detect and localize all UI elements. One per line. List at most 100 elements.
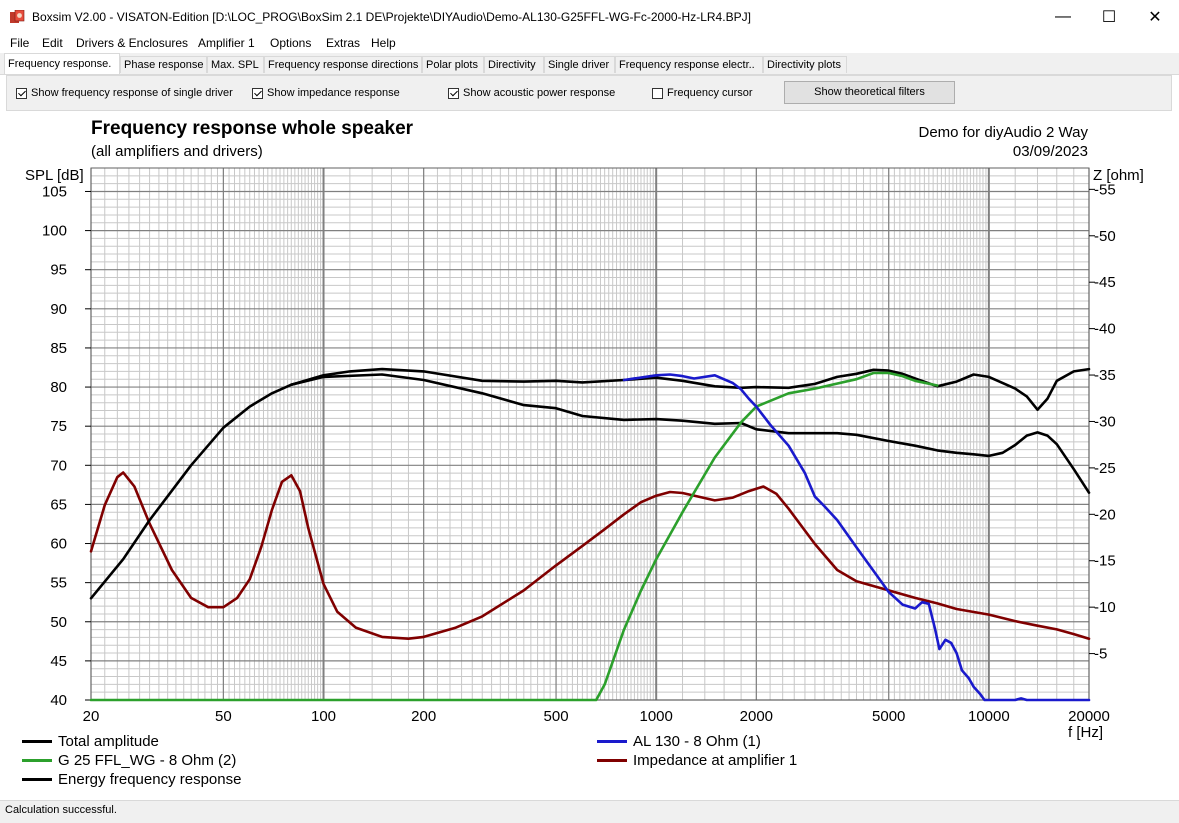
menu-amplifier-1[interactable]: Amplifier 1 [198,36,255,50]
y-tick-label: 70 [50,457,67,474]
menu-options[interactable]: Options [270,36,312,50]
acoustic-power-checkbox[interactable]: Show acoustic power response [448,87,615,99]
legend-label-tweeter: G 25 FFL_WG - 8 Ohm (2) [58,752,237,769]
legend-total-amplitude: Total amplitude [22,733,159,750]
x-tick-label: 500 [544,708,569,725]
chart-subtitle: (all amplifiers and drivers) [91,143,263,160]
project-name: Demo for diyAudio 2 Way [918,124,1088,141]
y-tick-label: 100 [42,223,67,240]
x-tick-label: 200 [411,708,436,725]
y-tick-label: 85 [50,340,67,357]
legend-swatch-woofer [597,740,627,743]
legend-impedance: Impedance at amplifier 1 [597,752,797,769]
show-theoretical-filters-button[interactable]: Show theoretical filters [784,81,955,104]
y-tick-label: 105 [42,183,67,200]
x-tick-label: 1000 [640,708,673,725]
legend-tweeter: G 25 FFL_WG - 8 Ohm (2) [22,752,236,769]
y2-tick-label: -20 [1094,506,1116,523]
title-bar: Boxsim V2.00 - VISATON-Edition [D:\LOC_P… [0,0,1179,34]
y2-tick-label: -10 [1094,599,1116,616]
y-tick-label: 90 [50,301,67,318]
tab-directivity[interactable]: Directivity [484,56,544,73]
status-text: Calculation successful. [5,804,117,816]
tab-frequency-response-directions[interactable]: Frequency response directions [264,56,422,73]
menu-help[interactable]: Help [371,36,396,50]
legend-label-total-amplitude: Total amplitude [58,733,159,750]
y2-tick-label: -50 [1094,228,1116,245]
x-tick-label: 5000 [872,708,905,725]
y-tick-label: 75 [50,418,67,435]
legend-label-woofer: AL 130 - 8 Ohm (1) [633,733,761,750]
status-bar: Calculation successful. [0,800,1179,823]
series-impedance [89,471,1091,641]
legend-swatch-tweeter [22,759,52,762]
menu-edit[interactable]: Edit [42,36,63,50]
impedance-checkbox[interactable]: Show impedance response [252,87,400,99]
series-total-amplitude [89,367,1091,600]
y2-tick-label: -5 [1094,646,1107,663]
x-tick-label: 2000 [740,708,773,725]
y2-tick-label: -45 [1094,274,1116,291]
menu-drivers-enclosures[interactable]: Drivers & Enclosures [76,36,189,50]
tab-single-driver[interactable]: Single driver [544,56,615,73]
app-icon [10,10,25,23]
y2-tick-label: -40 [1094,321,1116,338]
project-date: 03/09/2023 [1012,143,1088,160]
y-tick-label: 45 [50,653,67,670]
legend-woofer: AL 130 - 8 Ohm (1) [597,733,761,750]
checkbox-checked-icon[interactable] [448,87,459,99]
chart-title: Frequency response whole speaker [91,118,414,139]
tab-frequency-response-electrical[interactable]: Frequency response electr.. [615,56,763,73]
y2-tick-label: -35 [1094,367,1116,384]
checkbox-checked-icon[interactable] [16,87,27,99]
y2-tick-label: -25 [1094,460,1116,477]
legend-label-energy: Energy frequency response [58,771,242,788]
tab-polar-plots[interactable]: Polar plots [422,56,484,73]
tab-frequency-response[interactable]: Frequency response. [4,53,120,74]
tab-max-spl[interactable]: Max. SPL [207,56,264,73]
y2-tick-label: -15 [1094,553,1116,570]
series-energy [289,373,1091,495]
impedance-label: Show impedance response [267,87,400,99]
series-woofer [622,373,1091,702]
menu-extras[interactable]: Extras [326,36,361,50]
y-tick-label: 55 [50,575,67,592]
y-tick-label: 40 [50,692,67,709]
y-tick-label: 65 [50,496,67,513]
close-button[interactable]: ✕ [1148,9,1162,26]
y2-tick-label: -55 [1094,181,1116,198]
y-tick-label: 50 [50,614,67,631]
single-driver-checkbox[interactable]: Show frequency response of single driver [16,87,233,99]
y-tick-label: 60 [50,536,67,553]
y-tick-label: 80 [50,379,67,396]
legend-swatch-impedance [597,759,627,762]
x-axis-label: f [Hz] [1068,724,1104,741]
legend-swatch-total-amplitude [22,740,52,743]
y2-axis-label: Z [ohm] [1093,167,1144,184]
options-bar: Show frequency response of single driver… [6,75,1172,111]
checkbox-unchecked-icon[interactable] [652,87,663,99]
checkbox-checked-icon[interactable] [252,87,263,99]
tab-phase-response[interactable]: Phase response [120,56,207,73]
legend-energy: Energy frequency response [22,771,241,788]
y2-tick-label: -30 [1094,413,1116,430]
tab-bar: Frequency response. Phase response Max. … [0,53,1179,75]
tab-directivity-plots[interactable]: Directivity plots [763,56,847,73]
x-tick-label: 20 [83,708,100,725]
single-driver-label: Show frequency response of single driver [31,87,233,99]
minimize-button[interactable]: — [1055,8,1071,25]
maximize-button[interactable]: ☐ [1101,9,1117,26]
frequency-cursor-label: Frequency cursor [667,87,753,99]
frequency-cursor-checkbox[interactable]: Frequency cursor [652,87,753,99]
legend-swatch-energy [22,778,52,781]
series-tweeter [89,371,939,702]
x-tick-label: 100 [311,708,336,725]
menu-bar: File Edit Drivers & Enclosures Amplifier… [0,34,1179,53]
x-tick-label: 10000 [968,708,1010,725]
legend-label-impedance: Impedance at amplifier 1 [633,752,798,769]
acoustic-power-label: Show acoustic power response [463,87,616,99]
x-tick-label: 20000 [1068,708,1110,725]
menu-file[interactable]: File [10,36,30,50]
y-axis-label: SPL [dB] [25,167,84,184]
